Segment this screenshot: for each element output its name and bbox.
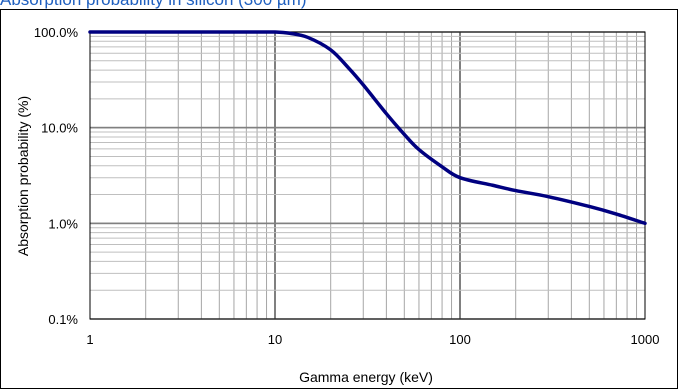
series-group [88,30,647,226]
grid [89,31,646,320]
x-axis-label: Gamma energy (keV) [299,369,433,385]
x-tick-label: 1000 [631,332,660,347]
chart-title: Absorption probability in silicon (300 µ… [0,0,307,10]
plot-area [89,31,646,320]
y-tick-labels: 0.1% 1.0% 10.0% 100.0% [34,25,79,327]
y-tick-label: 1.0% [48,216,78,231]
series-line [88,30,647,226]
y-axis-label: Absorption probability (%) [15,96,31,256]
y-tick-label: 0.1% [48,312,78,327]
x-tick-label: 100 [449,332,471,347]
x-tick-labels: 1 10 100 1000 [86,332,659,347]
plot-border [89,31,646,320]
y-tick-label: 10.0% [41,121,78,136]
x-tick-label: 10 [268,332,282,347]
x-tick-label: 1 [86,332,93,347]
chart-border [0,9,678,389]
y-tick-label: 100.0% [34,25,79,40]
